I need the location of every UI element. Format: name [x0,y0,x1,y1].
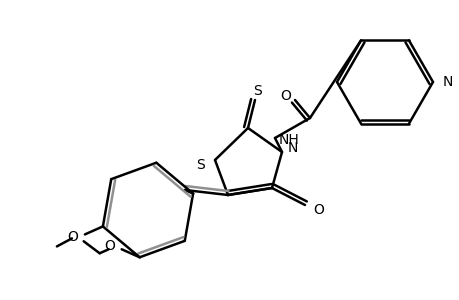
Text: O: O [67,230,78,244]
Text: N: N [287,141,298,155]
Text: S: S [253,84,262,98]
Text: S: S [196,158,205,172]
Text: NH: NH [279,133,299,147]
Text: O: O [312,203,323,217]
Text: O: O [104,239,114,253]
Text: N: N [442,75,453,89]
Text: O: O [280,89,291,103]
